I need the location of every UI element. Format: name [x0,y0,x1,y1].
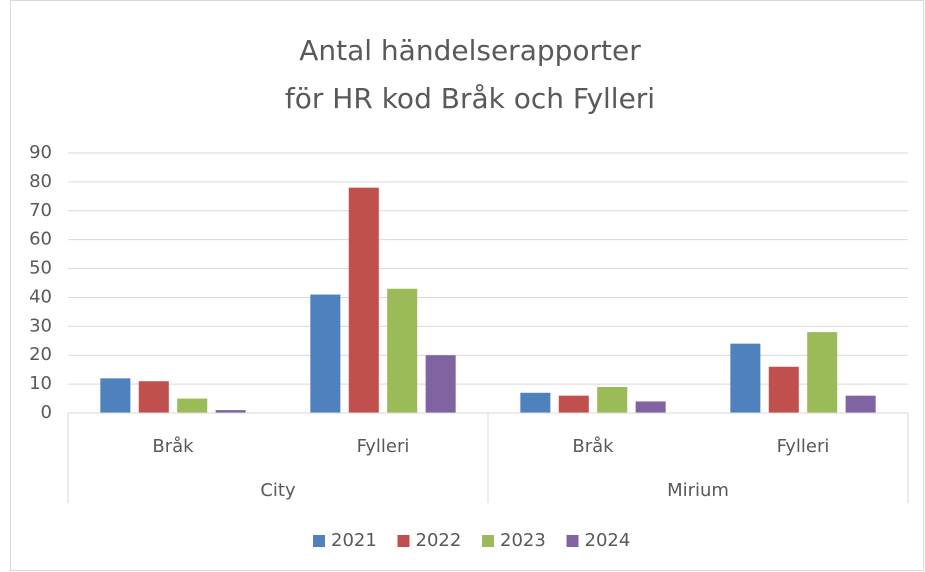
y-tick-label: 90 [29,142,52,163]
legend-swatch [566,535,579,547]
legend-label: 2024 [585,530,631,551]
x-tick-label: Fylleri [777,436,830,457]
legend-swatch [397,535,410,547]
bar [558,395,589,413]
bar [138,381,169,413]
bar [768,366,799,413]
y-tick-label: 50 [29,258,52,279]
bar [387,288,418,413]
chart-title: för HR kod Bråk och Fylleri [285,82,655,115]
bar [597,387,628,413]
bar [845,395,876,413]
legend-swatch [313,535,325,547]
chart-frame [10,0,924,571]
legend-label: 2021 [331,530,377,551]
x-tick-label: Bråk [152,436,194,457]
legend-label: 2023 [500,530,546,551]
y-tick-label: 70 [29,200,52,221]
chart-title: Antal händelserapporter [299,34,641,67]
bar [807,332,838,413]
group-label: City [260,480,296,501]
y-tick-label: 40 [29,286,52,307]
bar [635,401,666,413]
y-tick-label: 30 [29,315,52,336]
bar [730,343,761,413]
y-tick-label: 0 [41,402,52,423]
bar [100,378,131,413]
bar [348,187,379,413]
bar [215,410,246,413]
legend-label: 2022 [416,530,462,551]
bar [177,398,208,413]
bar [425,355,456,413]
x-tick-label: Fylleri [357,436,410,457]
y-tick-label: 80 [29,171,52,192]
bar [310,294,341,413]
x-tick-label: Bråk [572,436,614,457]
legend-swatch [482,535,494,547]
y-tick-label: 20 [29,344,52,365]
y-tick-label: 60 [29,229,52,250]
y-tick-label: 10 [29,373,52,394]
group-label: Mirium [667,480,729,501]
bar [520,392,551,413]
